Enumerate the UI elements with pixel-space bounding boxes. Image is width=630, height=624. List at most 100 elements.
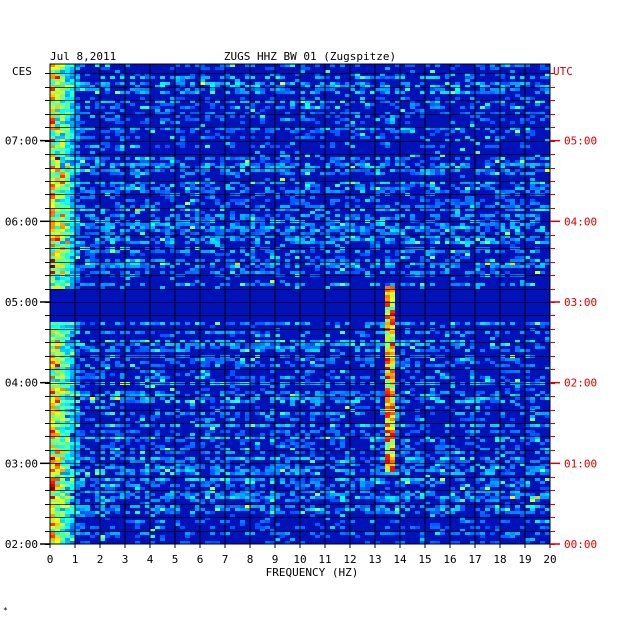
heatmap-cell [115,262,120,265]
heatmap-cell [435,199,440,202]
heatmap-cell [225,82,230,85]
heatmap-cell [60,187,65,190]
heatmap-cell [430,340,435,343]
heatmap-cell [250,235,255,238]
heatmap-cell [320,103,325,106]
heatmap-cell [70,385,75,388]
heatmap-cell [385,289,390,292]
heatmap-cell [455,127,460,130]
heatmap-cell [250,379,255,382]
heatmap-cell [365,358,370,361]
heatmap-cell [70,160,75,163]
heatmap-cell [270,391,275,394]
heatmap-cell [65,229,70,232]
heatmap-cell [305,349,310,352]
heatmap-cell [55,130,60,133]
heatmap-cell [105,229,110,232]
heatmap-cell [180,208,185,211]
heatmap-cell [80,112,85,115]
heatmap-cell [235,331,240,334]
heatmap-cell [500,214,505,217]
heatmap-cell [120,223,125,226]
heatmap-cell [175,322,180,325]
heatmap-cell [495,232,500,235]
heatmap-cell [120,181,125,184]
heatmap-cell [120,163,125,166]
heatmap-cell [285,217,290,220]
heatmap-cell [220,208,225,211]
heatmap-cell [410,103,415,106]
heatmap-cell [480,169,485,172]
heatmap-cell [335,76,340,79]
heatmap-cell [325,217,330,220]
heatmap-cell [75,391,80,394]
heatmap-cell [505,199,510,202]
heatmap-cell [70,139,75,142]
heatmap-cell [175,142,180,145]
heatmap-cell [345,205,350,208]
heatmap-cell [445,229,450,232]
heatmap-cell [490,394,495,397]
heatmap-cell [135,112,140,115]
heatmap-cell [350,448,355,451]
heatmap-cell [405,331,410,334]
heatmap-cell [260,157,265,160]
heatmap-cell [50,226,55,229]
heatmap-cell [305,181,310,184]
heatmap-cell [175,451,180,454]
heatmap-cell [400,379,405,382]
heatmap-cell [75,418,80,421]
heatmap-cell [60,403,65,406]
heatmap-cell [155,85,160,88]
heatmap-cell [200,343,205,346]
heatmap-cell [170,430,175,433]
heatmap-cell [245,448,250,451]
heatmap-cell [515,88,520,91]
heatmap-cell [190,157,195,160]
heatmap-cell [285,229,290,232]
heatmap-cell [105,262,110,265]
heatmap-cell [520,106,525,109]
heatmap-cell [345,406,350,409]
heatmap-cell [410,106,415,109]
heatmap-cell [135,421,140,424]
heatmap-cell [100,286,105,289]
heatmap-cell [535,103,540,106]
heatmap-cell [535,343,540,346]
heatmap-cell [180,130,185,133]
heatmap-cell [260,436,265,439]
heatmap-cell [450,376,455,379]
heatmap-cell [155,373,160,376]
heatmap-cell [270,97,275,100]
heatmap-cell [250,127,255,130]
heatmap-cell [265,163,270,166]
heatmap-cell [300,250,305,253]
heatmap-cell [285,412,290,415]
heatmap-cell [405,130,410,133]
heatmap-cell [465,400,470,403]
heatmap-cell [125,157,130,160]
heatmap-cell [230,250,235,253]
heatmap-cell [170,361,175,364]
heatmap-cell [470,442,475,445]
heatmap-cell [280,391,285,394]
heatmap-cell [260,223,265,226]
heatmap-cell [315,76,320,79]
heatmap-cell [280,88,285,91]
heatmap-cell [270,283,275,286]
heatmap-cell [405,82,410,85]
heatmap-cell [300,340,305,343]
heatmap-cell [525,262,530,265]
heatmap-cell [390,427,395,430]
heatmap-cell [155,466,160,469]
heatmap-cell [545,232,550,235]
heatmap-cell [225,331,230,334]
heatmap-cell [210,436,215,439]
heatmap-cell [245,439,250,442]
heatmap-cell [70,451,75,454]
heatmap-cell [525,370,530,373]
heatmap-cell [145,379,150,382]
heatmap-cell [325,451,330,454]
heatmap-cell [385,370,390,373]
heatmap-cell [140,157,145,160]
